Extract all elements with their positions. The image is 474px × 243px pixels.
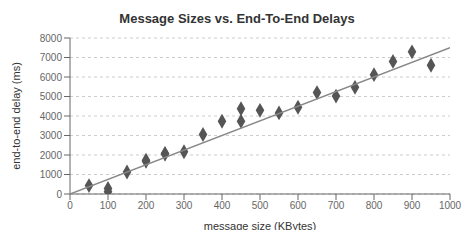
svg-text:1000: 1000 — [439, 200, 462, 211]
svg-text:100: 100 — [100, 200, 117, 211]
svg-text:6000: 6000 — [40, 72, 63, 83]
svg-text:3000: 3000 — [40, 130, 63, 141]
svg-text:8000: 8000 — [40, 33, 63, 44]
svg-text:500: 500 — [252, 200, 269, 211]
svg-text:0: 0 — [67, 200, 73, 211]
svg-text:1000: 1000 — [40, 169, 63, 180]
svg-text:300: 300 — [176, 200, 193, 211]
svg-text:900: 900 — [404, 200, 421, 211]
svg-text:0: 0 — [56, 189, 62, 200]
svg-text:end-to-end delay (ms): end-to-end delay (ms) — [10, 62, 22, 170]
html-text:Message Sizes vs. End-To-End D: Message Sizes vs. End-To-End Delays — [119, 11, 355, 26]
svg-text:700: 700 — [328, 200, 345, 211]
svg-text:2000: 2000 — [40, 150, 63, 161]
svg-text:400: 400 — [214, 200, 231, 211]
svg-text:5000: 5000 — [40, 91, 63, 102]
svg-text:7000: 7000 — [40, 52, 63, 63]
svg-text:800: 800 — [366, 200, 383, 211]
svg-text:600: 600 — [290, 200, 307, 211]
svg-text:200: 200 — [138, 200, 155, 211]
svg-text:message size (KBytes): message size (KBytes) — [204, 220, 316, 230]
svg-text:4000: 4000 — [40, 111, 63, 122]
